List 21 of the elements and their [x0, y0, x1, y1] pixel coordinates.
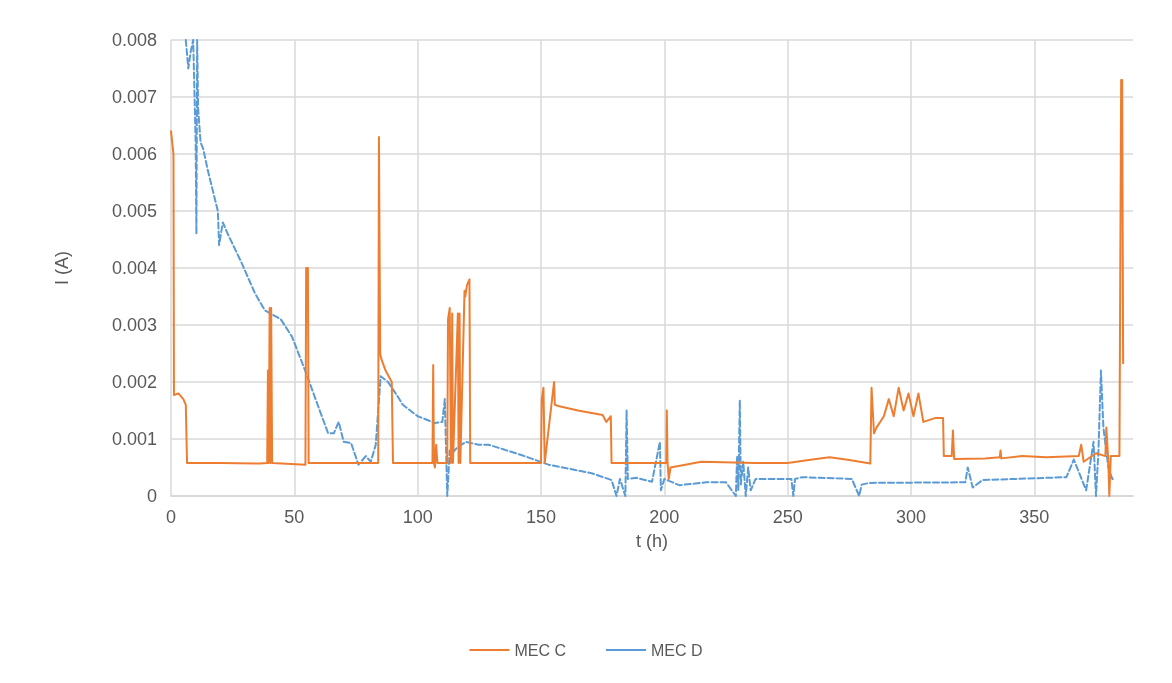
- x-tick-label: 200: [649, 507, 680, 527]
- legend-label: MEC D: [651, 641, 703, 659]
- x-tick-label: 0: [165, 507, 177, 527]
- y-tick-label: 0.001: [111, 429, 157, 449]
- x-tick-label: 250: [772, 507, 803, 527]
- legend-label: MEC C: [514, 641, 567, 659]
- y-tick-label: 0.006: [111, 144, 157, 164]
- x-tick-label: 150: [525, 507, 557, 527]
- y-tick-label: 0.003: [111, 315, 157, 335]
- y-tick-label: 0.007: [111, 87, 157, 107]
- x-tick-label: 300: [895, 507, 927, 527]
- y-axis-title: I (A): [52, 251, 72, 285]
- x-tick-label: 350: [1019, 507, 1050, 527]
- x-axis-title: t (h): [635, 531, 669, 551]
- y-tick-label: 0: [146, 486, 157, 506]
- y-tick-label: 0.002: [111, 372, 157, 392]
- y-tick-label: 0.005: [111, 201, 157, 221]
- x-tick-label: 50: [284, 507, 305, 527]
- y-tick-label: 0.004: [111, 258, 157, 278]
- y-tick-label: 0.008: [111, 30, 157, 50]
- x-tick-label: 100: [402, 507, 433, 527]
